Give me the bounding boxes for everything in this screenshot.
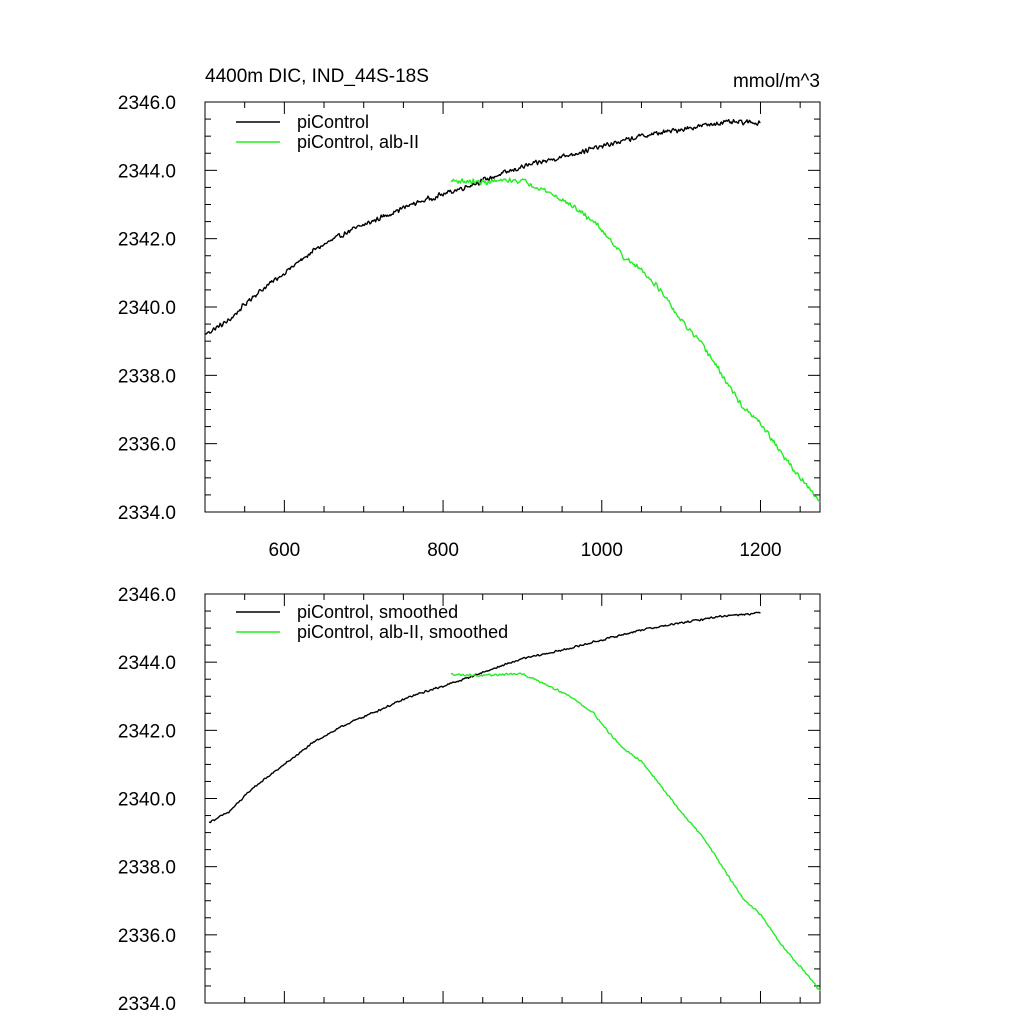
- y-tick-label: 2336.0: [118, 435, 176, 456]
- x-tick-label: 600: [269, 540, 301, 561]
- y-tick-label: 2346.0: [118, 585, 176, 606]
- legend-label: piControl: [297, 112, 369, 132]
- x-tick-label: 1200: [739, 540, 781, 561]
- x-tick-label: 800: [427, 540, 459, 561]
- series-line-picontrol: [208, 611, 761, 824]
- bottom-panel: 2334.0 2336.0 2338.0 2340.0 2342.0 2344.0 2346…: [118, 585, 821, 1015]
- y-tick-label: 2340.0: [118, 790, 176, 811]
- y-tick-label: 2342.0: [118, 230, 176, 251]
- y-tick-label: 2338.0: [118, 858, 176, 879]
- chart-title: 4400m DIC, IND_44S-18S: [205, 66, 429, 87]
- legend-label: piControl, alb-II, smoothed: [297, 622, 508, 642]
- units-label: mmol/m^3: [733, 71, 820, 92]
- series-line-alb-ii: [450, 177, 821, 503]
- legend-label: piControl, alb-II: [297, 132, 419, 152]
- plot-frame: [204, 101, 821, 513]
- y-tick-label: 2340.0: [118, 298, 176, 319]
- legend-label: piControl, smoothed: [297, 602, 458, 622]
- plot-frame: [204, 593, 821, 1004]
- y-tick-label: 2338.0: [118, 366, 176, 387]
- x-tick-label: 1000: [581, 540, 623, 561]
- y-tick-label: 2344.0: [118, 161, 176, 182]
- top-panel: 600 800 1000 1200 2334.0 2336.0 2338.0 2340.0 23…: [118, 93, 821, 561]
- series-line-alb-ii: [450, 672, 821, 992]
- y-tick-label: 2336.0: [118, 926, 176, 947]
- y-tick-label: 2334.0: [118, 994, 176, 1015]
- y-tick-label: 2346.0: [118, 93, 176, 114]
- y-tick-label: 2342.0: [118, 721, 176, 742]
- series-line-picontrol: [204, 118, 761, 336]
- y-tick-label: 2334.0: [118, 503, 176, 524]
- y-tick-label: 2344.0: [118, 653, 176, 674]
